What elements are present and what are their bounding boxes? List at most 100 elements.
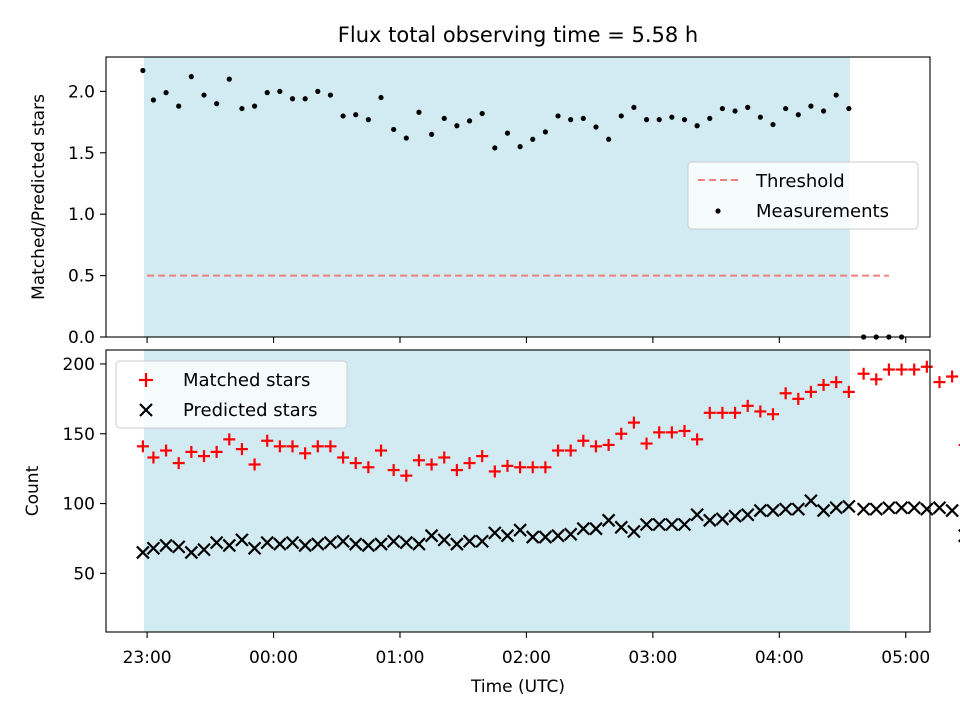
matched-star-marker — [324, 440, 337, 453]
count-y-axis: 50 100 150 200 — [63, 355, 106, 584]
predicted-star-marker — [235, 533, 249, 547]
predicted-star-marker — [816, 503, 831, 518]
matched-star-marker — [248, 458, 261, 471]
predicted-star-marker — [171, 540, 186, 554]
predicted-star-marker — [766, 503, 780, 518]
measurement-point — [694, 123, 700, 129]
predicted-star-marker — [740, 507, 755, 522]
measurement-point — [315, 88, 321, 94]
matched-star-marker — [564, 444, 577, 457]
matched-star-markers — [136, 360, 960, 482]
matched-star-marker — [526, 461, 539, 474]
predicted-star-marker — [475, 534, 489, 549]
predicted-star-marker — [298, 538, 312, 553]
matched-star-marker — [703, 406, 716, 419]
matched-star-marker — [908, 363, 921, 376]
measurement-point — [391, 126, 397, 133]
matched-star-marker — [640, 437, 653, 450]
matched-star-marker — [552, 444, 565, 457]
ratio-legend-box — [687, 161, 919, 230]
matched-star-marker — [375, 444, 388, 457]
predicted-star-marker — [715, 512, 730, 526]
x-tick-label: 23:00 — [123, 648, 172, 668]
predicted-star-marker — [462, 534, 477, 549]
measurement-point — [454, 123, 460, 129]
measurement-point — [517, 144, 523, 150]
measurement-point — [732, 108, 738, 114]
matched-star-marker — [678, 424, 691, 437]
measurement-points — [140, 67, 905, 340]
matched-star-marker — [779, 387, 792, 400]
matched-star-marker — [261, 434, 274, 447]
predicted-star-marker — [525, 530, 540, 544]
measurement-point — [618, 113, 624, 119]
predicted-star-marker — [614, 520, 629, 535]
matched-star-marker — [716, 406, 729, 419]
y-tick-label: 150 — [63, 425, 95, 445]
predicted-star-marker — [856, 502, 871, 516]
matched-star-marker — [147, 451, 160, 464]
measurement-point — [365, 117, 371, 123]
measurement-point — [606, 136, 612, 142]
measurement-point — [770, 121, 776, 128]
measurement-point — [719, 105, 726, 112]
matched-star-marker — [870, 373, 883, 386]
x-tick-label: 02:00 — [502, 648, 551, 668]
matched-star-marker — [589, 440, 602, 453]
y-tick-label: 1.5 — [68, 144, 95, 164]
matched-star-marker — [653, 426, 666, 439]
predicted-star-marker — [450, 537, 464, 551]
measurement-point — [188, 74, 194, 80]
measurement-point — [479, 110, 485, 117]
measurement-point — [593, 124, 599, 130]
measurement-point — [416, 109, 422, 115]
measurement-point — [492, 145, 498, 151]
measurement-point — [542, 129, 548, 135]
predicted-star-marker — [348, 537, 363, 551]
matched-star-marker — [412, 454, 425, 467]
matched-star-marker — [387, 464, 400, 477]
predicted-star-marker — [778, 502, 793, 516]
predicted-star-marker — [197, 542, 211, 557]
matched-star-marker — [729, 406, 742, 419]
matched-star-marker — [857, 367, 870, 380]
predicted-star-marker — [601, 513, 616, 528]
matched-star-marker — [223, 433, 236, 446]
matched-star-marker — [438, 451, 451, 464]
measurement-point — [239, 105, 245, 112]
y-tick-label: 50 — [73, 564, 95, 584]
measurement-point — [441, 115, 447, 122]
predicted-star-marker — [627, 524, 641, 539]
predicted-star-marker — [209, 535, 224, 550]
matched-star-marker — [539, 461, 552, 474]
y-tick-label: 1.0 — [68, 205, 95, 225]
matched-star-marker — [210, 445, 223, 458]
x-tick-label: 04:00 — [755, 648, 804, 668]
measurement-point — [580, 115, 586, 122]
predicted-star-marker — [589, 521, 603, 536]
measurement-point — [150, 97, 157, 103]
matched-star-marker — [172, 457, 185, 470]
matched-star-marker — [804, 385, 817, 398]
measurement-point — [783, 105, 789, 112]
measurement-point — [820, 108, 827, 114]
measurement-point — [568, 117, 574, 123]
predicted-star-marker — [538, 530, 553, 544]
chart-title: Flux total observing time = 5.58 h — [338, 23, 698, 47]
ratio-plot-frame — [105, 56, 931, 338]
predicted-star-marker — [386, 534, 401, 549]
legend-threshold-label: Threshold — [755, 171, 845, 192]
predicted-star-marker — [273, 537, 287, 551]
measurement-point — [403, 135, 409, 141]
matched-star-marker — [514, 461, 527, 474]
predicted-star-marker — [894, 500, 909, 515]
ratio-x-ticks — [146, 337, 907, 343]
legend-predicted-label: Predicted stars — [183, 400, 317, 421]
predicted-star-marker — [260, 535, 274, 550]
matched-star-marker — [882, 363, 895, 376]
measurement-point — [656, 117, 662, 123]
measurement-point — [795, 112, 801, 118]
x-tick-label: 01:00 — [375, 648, 424, 668]
predicted-star-marker — [184, 545, 199, 560]
y-tick-label: 0.5 — [68, 267, 95, 287]
